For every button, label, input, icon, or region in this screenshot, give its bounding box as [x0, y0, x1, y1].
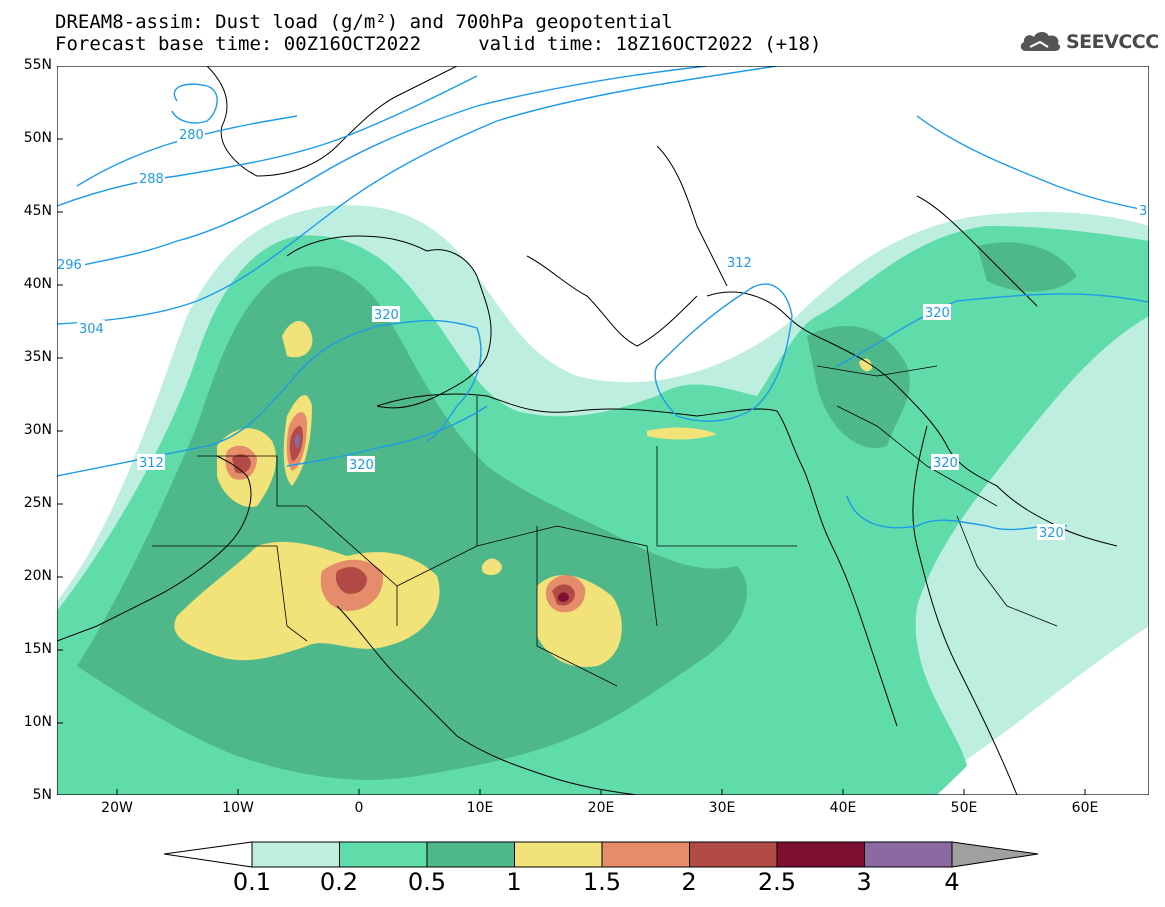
lat-label-5n: 5N [32, 787, 52, 803]
dust-layer-1-iraq [859, 358, 872, 372]
dust-layer-2-sahara [335, 566, 367, 594]
lon-label-60e: 60E [1071, 800, 1099, 816]
contour-label-280: 280 [179, 128, 204, 143]
contour-320-east [836, 293, 1149, 367]
colorbar [163, 841, 1039, 868]
dust-load-map: 280 288 296 304 312 320 312 320 320 320 … [57, 66, 1149, 795]
colorbar-label-0.5: 0.5 [407, 868, 447, 896]
logo-text: SEEVCCC [1066, 31, 1159, 53]
lat-label-15n: 15N [23, 641, 52, 657]
colorbar-label-3: 3 [856, 868, 872, 896]
contour-label-320-iran: 320 [925, 306, 950, 321]
contour-320 [286, 405, 488, 467]
lon-label-20e: 20E [587, 800, 615, 816]
colorbar-label-1: 1 [506, 868, 522, 896]
colorbar-bin-3 [864, 841, 953, 868]
contour-label-partial: 3 [1139, 204, 1147, 219]
dust-layer-0.5-arabia [807, 326, 910, 448]
lon-label-30e: 30E [708, 800, 736, 816]
contour-320-gulf [846, 495, 1068, 531]
contour-label-320: 320 [374, 308, 399, 323]
contour-label-296: 296 [57, 258, 82, 273]
colorbar-under-triangle [163, 841, 253, 868]
contour-280-loop [171, 83, 218, 124]
map-title: DREAM8-assim: Dust load (g/m²) and 700hP… [55, 11, 673, 33]
dust-layer-3-atlas [295, 434, 301, 448]
colorbar-over-triangle [951, 841, 1039, 868]
contour-label-320-sahara: 320 [349, 458, 374, 473]
geopotential-contours [57, 66, 1149, 531]
lon-label-20w: 20W [101, 800, 133, 816]
colorbar-label-0.2: 0.2 [319, 868, 359, 896]
lon-label-10w: 10W [222, 800, 254, 816]
lon-label-0: 0 [354, 800, 364, 816]
contour-label-288: 288 [139, 172, 164, 187]
lat-label-45n: 45N [23, 203, 52, 219]
lon-label-40e: 40E [829, 800, 857, 816]
colorbar-label-4: 4 [944, 868, 960, 896]
dust-layer-1-egypt [647, 427, 717, 440]
lat-label-25n: 25N [23, 495, 52, 511]
lat-label-10n: 10N [23, 714, 52, 730]
dust-layer-3-chad [558, 592, 569, 602]
contour-label-304: 304 [79, 322, 104, 337]
axis-ticks [57, 66, 1086, 795]
contour-304 [57, 66, 778, 325]
colorbar-label-2.5: 2.5 [757, 868, 797, 896]
contour-3xx-ne [916, 115, 1149, 212]
dust-layer-2-west [232, 454, 251, 474]
colorbar-bin-0.1 [251, 841, 340, 868]
contour-label-320-oman: 320 [1039, 526, 1064, 541]
dust-layer-0.5-caspian [977, 242, 1077, 292]
lon-label-50e: 50E [950, 800, 978, 816]
contour-label-312: 312 [139, 456, 164, 471]
dust-layer-1-small [482, 558, 502, 576]
colorbar-bin-1 [514, 841, 603, 868]
lat-label-20n: 20N [23, 568, 52, 584]
colorbar-label-0.1: 0.1 [232, 868, 272, 896]
lat-label-50n: 50N [23, 130, 52, 146]
contour-288 [57, 75, 478, 207]
lat-label-35n: 35N [23, 349, 52, 365]
colorbar-bin-1.5 [601, 841, 690, 868]
contour-labels: 280 288 296 304 312 320 312 320 320 320 … [57, 126, 1149, 541]
contour-296 [57, 66, 708, 272]
colorbar-bin-0.5 [426, 841, 515, 868]
country-borders [152, 365, 1058, 687]
contour-312-east [654, 283, 793, 422]
coastlines [57, 66, 1118, 795]
lat-label-40n: 40N [23, 276, 52, 292]
colorbar-bin-2.5 [776, 841, 865, 868]
lon-label-10e: 10E [466, 800, 494, 816]
contour-label-312-east: 312 [727, 256, 752, 271]
lat-label-55n: 55N [23, 57, 52, 73]
lat-label-30n: 30N [23, 422, 52, 438]
cloud-icon [1020, 31, 1061, 51]
forecast-times: Forecast base time: 00Z16OCT2022 valid t… [55, 33, 822, 55]
contour-312 [57, 319, 482, 477]
colorbar-label-1.5: 1.5 [582, 868, 622, 896]
colorbar-bin-2 [689, 841, 778, 868]
seevccc-logo: SEEVCCC [1018, 28, 1159, 56]
contour-label-320-gulf: 320 [933, 456, 958, 471]
colorbar-label-2: 2 [681, 868, 697, 896]
colorbar-bin-0.2 [339, 841, 428, 868]
dust-layer-1-morocco [282, 321, 313, 358]
